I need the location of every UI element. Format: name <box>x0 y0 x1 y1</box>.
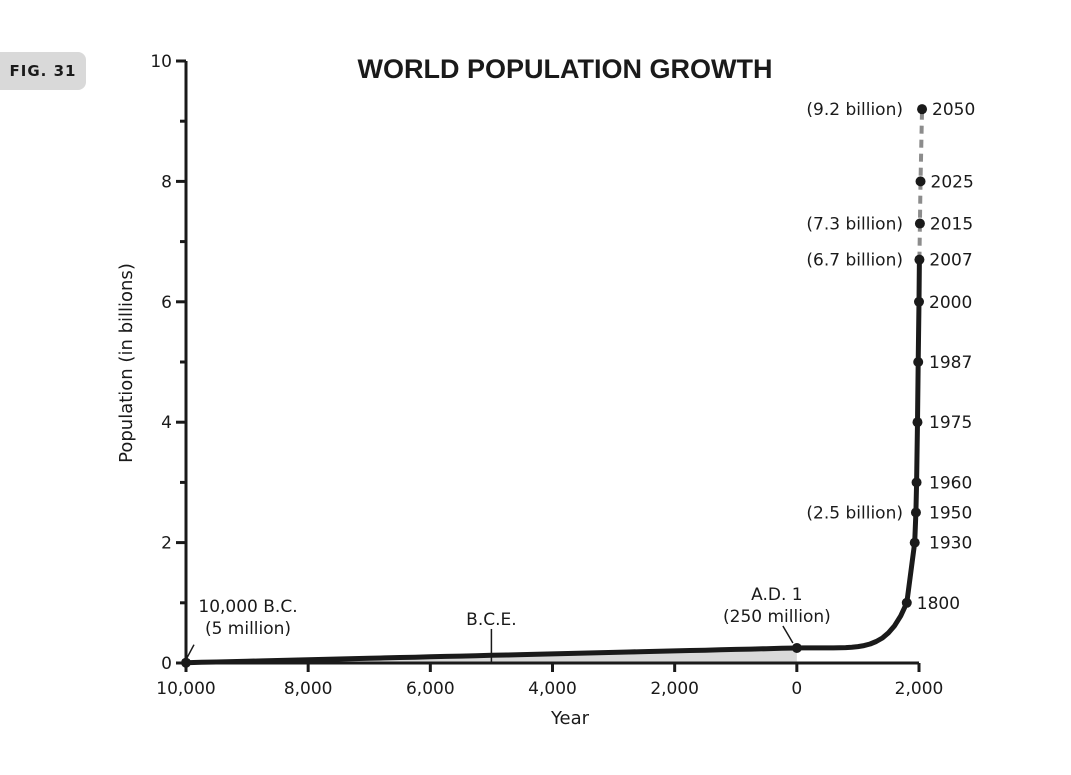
figure-label: FIG. 31 <box>9 62 77 80</box>
data-point <box>915 176 926 187</box>
data-point <box>911 477 922 488</box>
y-tick-label: 4 <box>161 413 172 433</box>
x-tick-label: 10,000 <box>156 679 215 699</box>
data-point <box>912 417 923 428</box>
x-tick-label: 4,000 <box>528 679 577 699</box>
x-tick-label: 2,000 <box>895 679 944 699</box>
year-label: 1975 <box>929 413 972 433</box>
annotation-text: B.C.E. <box>466 610 517 630</box>
year-label: 2050 <box>932 100 975 120</box>
figure-label-badge: FIG. 31 <box>0 52 86 90</box>
year-label: 1987 <box>929 353 972 373</box>
year-label: 1800 <box>917 594 960 614</box>
data-point <box>913 357 924 367</box>
projection-line <box>917 109 925 260</box>
population-label: (7.3 billion) <box>806 215 903 235</box>
x-axis-title: Year <box>550 708 590 729</box>
data-point <box>910 507 921 518</box>
x-tick-label: 6,000 <box>406 679 455 699</box>
data-point <box>901 597 912 608</box>
annotation-text: A.D. 1 <box>751 585 802 605</box>
y-tick-label: 8 <box>161 172 172 192</box>
annotation-text: (5 million) <box>205 619 291 639</box>
population-label: (2.5 billion) <box>806 504 903 524</box>
year-label: 2015 <box>930 215 973 235</box>
year-label: 1950 <box>929 504 972 524</box>
population-label: (9.2 billion) <box>806 100 903 120</box>
x-tick-label: 0 <box>791 679 802 699</box>
data-point <box>914 254 925 265</box>
annotation-text: 10,000 B.C. <box>198 597 297 617</box>
data-point <box>909 537 920 548</box>
data-point <box>917 104 928 115</box>
y-tick-label: 2 <box>161 534 172 554</box>
population-line <box>183 257 922 666</box>
data-point <box>181 657 191 668</box>
year-label: 2007 <box>929 251 972 271</box>
annotation-text: (250 million) <box>723 607 831 627</box>
chart-title: WORLD POPULATION GROWTH <box>358 54 773 84</box>
year-label: 1930 <box>929 534 972 554</box>
y-tick-label: 0 <box>161 654 172 674</box>
plot-area: 0 2 4 6 8 10 10,000 8,000 6,000 4,000 2,000 0 2,000 1… <box>150 52 975 699</box>
data-point <box>914 218 925 229</box>
annotation-leader <box>782 625 794 644</box>
x-tick-label: 8,000 <box>284 679 333 699</box>
year-label: 1960 <box>929 473 972 493</box>
x-tick-label: 2,000 <box>650 679 699 699</box>
year-label: 2000 <box>929 293 972 313</box>
y-axis-title: Population (in billions) <box>116 263 137 463</box>
data-point <box>791 642 802 653</box>
annotation-leader <box>185 644 195 661</box>
population-label: (6.7 billion) <box>806 251 903 271</box>
y-tick-label: 10 <box>150 52 172 72</box>
data-point <box>914 296 924 307</box>
y-tick-label: 6 <box>161 293 172 313</box>
year-label: 2025 <box>931 172 974 192</box>
